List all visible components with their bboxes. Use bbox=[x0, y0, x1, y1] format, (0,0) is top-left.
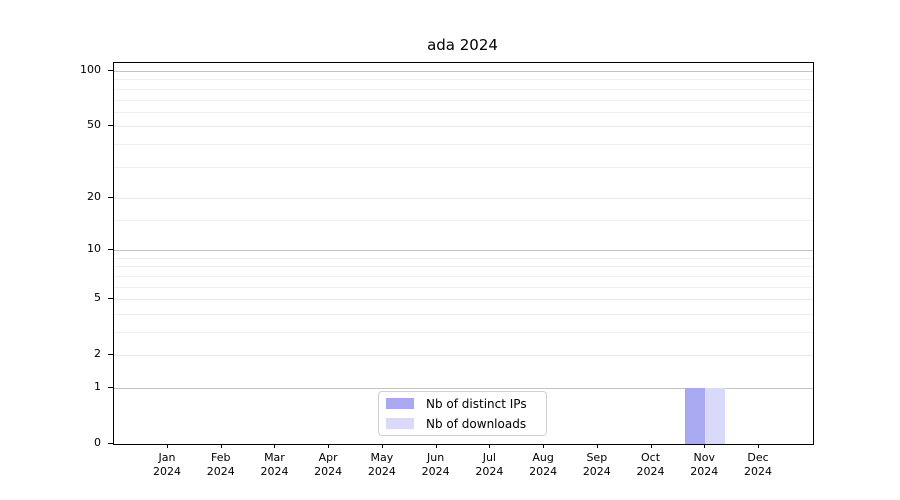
minor-gridline bbox=[114, 219, 813, 221]
y-tick-label: 1 bbox=[94, 379, 101, 393]
minor-gridline bbox=[114, 257, 813, 259]
x-tick-label: Jun 2024 bbox=[421, 451, 450, 478]
y-tick-label: 2 bbox=[94, 347, 101, 361]
y-tick-label: 10 bbox=[87, 242, 101, 256]
y-tick-mark bbox=[108, 196, 113, 198]
x-tick-label: May 2024 bbox=[367, 451, 396, 478]
minor-gridline bbox=[114, 79, 813, 81]
minor-gridline bbox=[114, 111, 813, 113]
legend-swatch-downloads bbox=[386, 418, 414, 429]
x-tick-mark bbox=[328, 444, 330, 448]
x-tick-label: Apr 2024 bbox=[314, 451, 343, 478]
major-gridline bbox=[114, 299, 813, 301]
legend-label-downloads: Nb of downloads bbox=[426, 416, 527, 431]
minor-gridline bbox=[114, 166, 813, 168]
x-tick-label: Mar 2024 bbox=[260, 451, 289, 478]
decade-gridline bbox=[114, 387, 813, 389]
minor-gridline bbox=[114, 266, 813, 268]
y-tick-label: 5 bbox=[94, 291, 101, 305]
minor-gridline bbox=[114, 331, 813, 333]
legend-row-downloads: Nb of downloads bbox=[379, 415, 546, 433]
y-tick-mark bbox=[108, 70, 113, 72]
minor-gridline bbox=[114, 275, 813, 277]
x-tick-label: Jan 2024 bbox=[153, 451, 181, 478]
decade-gridline bbox=[114, 250, 813, 252]
x-tick-mark bbox=[274, 444, 276, 448]
x-tick-mark bbox=[220, 444, 222, 448]
major-gridline bbox=[114, 197, 813, 199]
minor-gridline bbox=[114, 286, 813, 288]
x-tick-mark bbox=[758, 444, 759, 448]
x-tick-mark bbox=[704, 444, 706, 448]
y-tick-label: 50 bbox=[87, 118, 101, 132]
y-tick-mark bbox=[108, 354, 113, 356]
y-tick-mark bbox=[108, 125, 113, 127]
x-tick-mark bbox=[596, 444, 598, 448]
x-tick-label: Sep 2024 bbox=[582, 451, 611, 478]
y-tick-label: 0 bbox=[94, 436, 101, 449]
y-tick-label: 20 bbox=[87, 189, 101, 203]
x-tick-label: Jul 2024 bbox=[475, 451, 504, 478]
decade-gridline bbox=[114, 71, 813, 73]
minor-gridline bbox=[114, 313, 813, 315]
x-tick-mark bbox=[381, 444, 383, 448]
major-gridline bbox=[114, 355, 813, 357]
bar-nb-of-downloads bbox=[705, 387, 726, 444]
x-tick-label: Oct 2024 bbox=[636, 451, 665, 478]
chart-title: ada 2024 bbox=[427, 36, 498, 54]
x-tick-mark bbox=[489, 444, 491, 448]
y-tick-mark bbox=[108, 443, 113, 444]
y-tick-mark bbox=[108, 298, 113, 300]
x-tick-mark bbox=[543, 444, 545, 448]
bar-nb-of-distinct-ips bbox=[685, 387, 706, 444]
minor-gridline bbox=[114, 99, 813, 101]
minor-gridline bbox=[114, 88, 813, 90]
x-tick-label: Aug 2024 bbox=[529, 451, 558, 478]
legend-swatch-distinct-ips bbox=[386, 398, 414, 409]
x-tick-mark bbox=[167, 444, 168, 448]
legend: Nb of distinct IPs Nb of downloads bbox=[378, 391, 547, 436]
plot-area bbox=[113, 62, 814, 445]
y-tick-label: 100 bbox=[80, 63, 101, 77]
x-tick-mark bbox=[435, 444, 437, 448]
y-tick-mark bbox=[108, 386, 113, 388]
legend-label-distinct-ips: Nb of distinct IPs bbox=[426, 396, 527, 411]
major-gridline bbox=[114, 126, 813, 128]
minor-gridline bbox=[114, 143, 813, 145]
x-tick-label: Dec 2024 bbox=[744, 451, 772, 478]
legend-row-distinct-ips: Nb of distinct IPs bbox=[379, 395, 546, 413]
x-tick-label: Feb 2024 bbox=[206, 451, 235, 478]
x-tick-label: Nov 2024 bbox=[690, 451, 719, 478]
y-tick-mark bbox=[108, 249, 113, 251]
x-tick-mark bbox=[650, 444, 652, 448]
